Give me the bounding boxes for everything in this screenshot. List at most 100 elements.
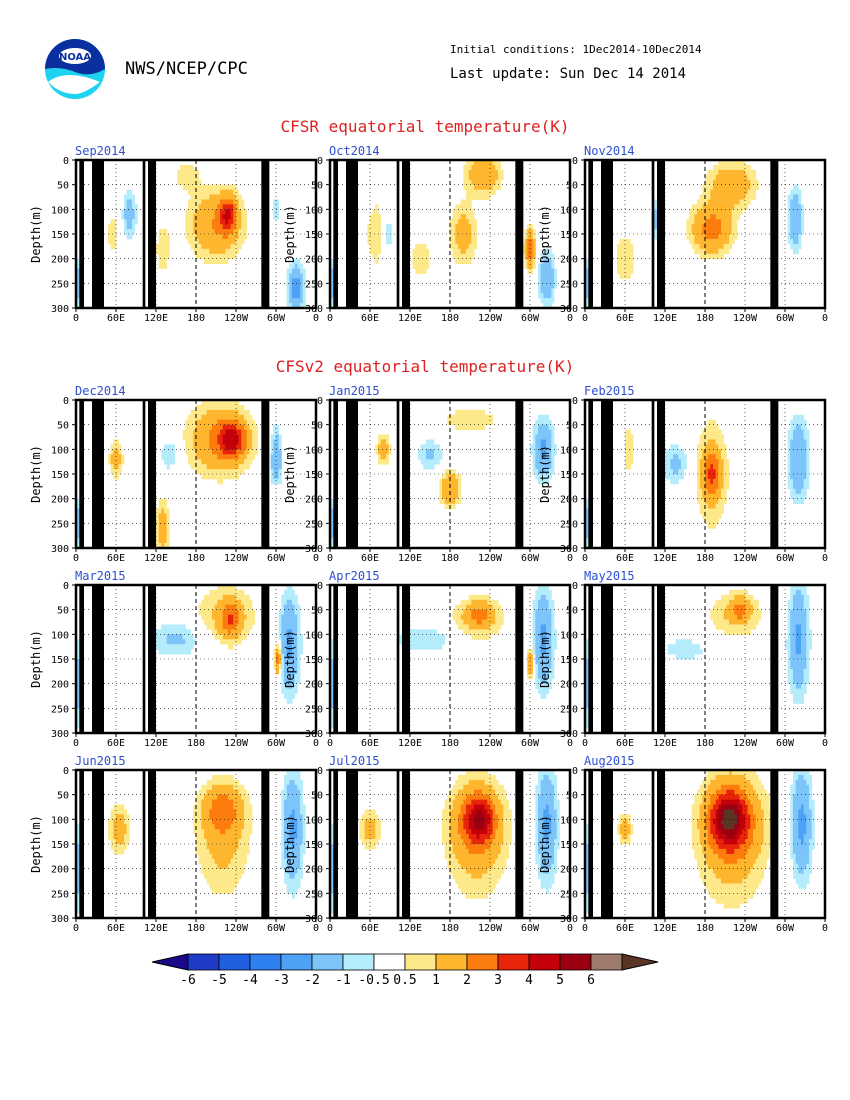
- heat-cell: [474, 184, 478, 190]
- heat-cell: [694, 219, 698, 225]
- heat-cell: [490, 868, 494, 874]
- heat-cell: [281, 853, 285, 860]
- heat-cell: [548, 639, 552, 645]
- heat-cell: [156, 644, 160, 650]
- heat-cell: [551, 454, 555, 460]
- heat-cell: [452, 248, 456, 255]
- heat-cell: [487, 169, 491, 176]
- heat-cell: [297, 639, 301, 645]
- heat-cell: [281, 604, 285, 611]
- heat-cell: [436, 639, 440, 645]
- heat-cell: [471, 804, 475, 810]
- heat-cell: [487, 784, 491, 791]
- heat-cell: [294, 594, 298, 601]
- heat-cell: [458, 824, 462, 830]
- heat-cell: [330, 644, 334, 650]
- heat-cell: [220, 459, 224, 465]
- heat-cell: [729, 194, 733, 200]
- heat-cell: [538, 273, 542, 279]
- heat-cell: [300, 809, 304, 815]
- heat-cell: [490, 614, 494, 620]
- heat-cell: [737, 179, 741, 186]
- heat-cell: [273, 214, 277, 220]
- heat-cell: [212, 779, 216, 786]
- heat-cell: [185, 224, 189, 230]
- heat-cell: [455, 478, 459, 485]
- heat-cell: [244, 604, 248, 611]
- y-tick-label: 0: [63, 766, 69, 777]
- heat-cell: [535, 469, 539, 475]
- heat-cell: [220, 604, 224, 611]
- heat-cell: [474, 169, 478, 176]
- heat-cell: [548, 253, 552, 260]
- heat-cell: [228, 634, 232, 640]
- heat-cell: [201, 248, 205, 255]
- heat-cell: [458, 483, 462, 490]
- heat-cell: [156, 518, 160, 524]
- heat-cell: [442, 819, 446, 825]
- heat-cell: [294, 873, 298, 879]
- heat-cell: [479, 784, 483, 791]
- heat-cell: [535, 853, 539, 860]
- y-tick-label: 300: [51, 304, 69, 315]
- heat-cell: [76, 533, 80, 539]
- heat-cell: [236, 604, 240, 611]
- heat-cell: [230, 848, 234, 855]
- y-tick-label: 250: [51, 704, 69, 715]
- heat-cell: [471, 419, 475, 426]
- heat-cell: [479, 594, 483, 601]
- heat-cell: [503, 804, 507, 810]
- heat-cell: [230, 409, 234, 416]
- heat-cell: [490, 888, 494, 894]
- heat-cell: [718, 179, 722, 186]
- heat-cell: [699, 238, 703, 245]
- heat-cell: [697, 214, 701, 220]
- heat-cell: [474, 629, 478, 635]
- heat-cell: [471, 814, 475, 820]
- heat-cell: [726, 164, 730, 171]
- heat-cell: [233, 853, 237, 860]
- heat-cell: [193, 243, 197, 250]
- x-tick-label: 0: [567, 738, 573, 749]
- heat-cell: [726, 204, 730, 210]
- heat-cell: [551, 444, 555, 450]
- heat-cell: [540, 268, 544, 274]
- heat-cell: [330, 888, 334, 894]
- heat-cell: [468, 599, 472, 606]
- heat-cell: [737, 194, 741, 200]
- heat-cell: [546, 629, 550, 635]
- heat-cell: [548, 604, 552, 611]
- heat-cell: [468, 858, 472, 865]
- heat-cell: [428, 459, 432, 465]
- heat-cell: [302, 273, 306, 279]
- heat-cell: [468, 893, 472, 899]
- heat-cell: [460, 253, 464, 260]
- heat-cell: [294, 283, 298, 289]
- heat-cell: [238, 868, 242, 874]
- heat-cell: [503, 844, 507, 850]
- heat-cell: [535, 683, 539, 689]
- heat-cell: [476, 794, 480, 800]
- heat-cell: [214, 424, 218, 430]
- heat-cell: [278, 469, 282, 475]
- heat-cell: [220, 809, 224, 815]
- heat-cell: [214, 199, 218, 205]
- heat-cell: [193, 459, 197, 465]
- heat-cell: [193, 214, 197, 220]
- heat-cell: [204, 409, 208, 416]
- heat-cell: [540, 263, 544, 269]
- heat-cell: [76, 644, 80, 650]
- heat-cell: [241, 419, 245, 426]
- heat-cell: [249, 624, 253, 630]
- heat-cell: [217, 444, 221, 450]
- heat-cell: [225, 839, 229, 845]
- heat-cell: [546, 634, 550, 640]
- heat-cell: [196, 834, 200, 840]
- heat-cell: [220, 834, 224, 840]
- heat-cell: [439, 498, 443, 504]
- heat-cell: [233, 834, 237, 840]
- heat-cell: [436, 634, 440, 640]
- heat-cell: [193, 209, 197, 215]
- heat-cell: [156, 538, 160, 544]
- heat-cell: [479, 409, 483, 416]
